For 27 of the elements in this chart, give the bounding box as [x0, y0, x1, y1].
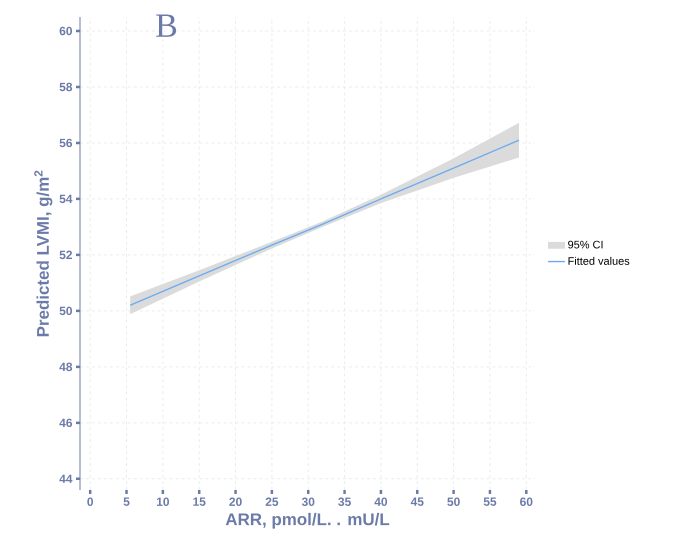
- x-tick-label: 30: [302, 498, 314, 506]
- x-tick-label: 20: [229, 498, 242, 506]
- x-tick-label: 45: [410, 498, 424, 506]
- x-tick-label: 10: [156, 498, 170, 506]
- x-axis-title: ARR, pmol/L. . mU/L: [226, 512, 390, 529]
- y-tick-label: 44: [59, 474, 72, 483]
- x-tick-label: 0: [87, 498, 94, 506]
- y-axis-title: Predicted LVMI, g/m$^{2}$: [34, 170, 52, 336]
- x-tick-label: 60: [520, 498, 532, 506]
- y-tick-label: 48: [59, 362, 72, 372]
- y-tick-label: 60: [60, 26, 72, 36]
- x-tick-label: 50: [447, 498, 460, 506]
- y-tick-label: 58: [60, 82, 72, 92]
- y-tick-label: 52: [60, 250, 72, 260]
- x-tick-label: 5: [124, 498, 130, 506]
- x-tick-label: 15: [193, 498, 206, 506]
- x-tick-label: 25: [266, 498, 278, 506]
- legend-label: Fitted values: [568, 256, 630, 265]
- y-tick-label: 50: [60, 306, 72, 316]
- x-tick-label: 55: [484, 498, 496, 506]
- chart-title: B: [156, 14, 176, 37]
- x-tick-label: 35: [338, 498, 351, 506]
- text: 95% CI: [568, 240, 603, 248]
- y-tick-label: 46: [59, 418, 72, 428]
- y-tick-label: 54: [60, 194, 72, 204]
- y-tick-label: 56: [60, 138, 72, 148]
- x-tick-label: 40: [374, 498, 388, 506]
